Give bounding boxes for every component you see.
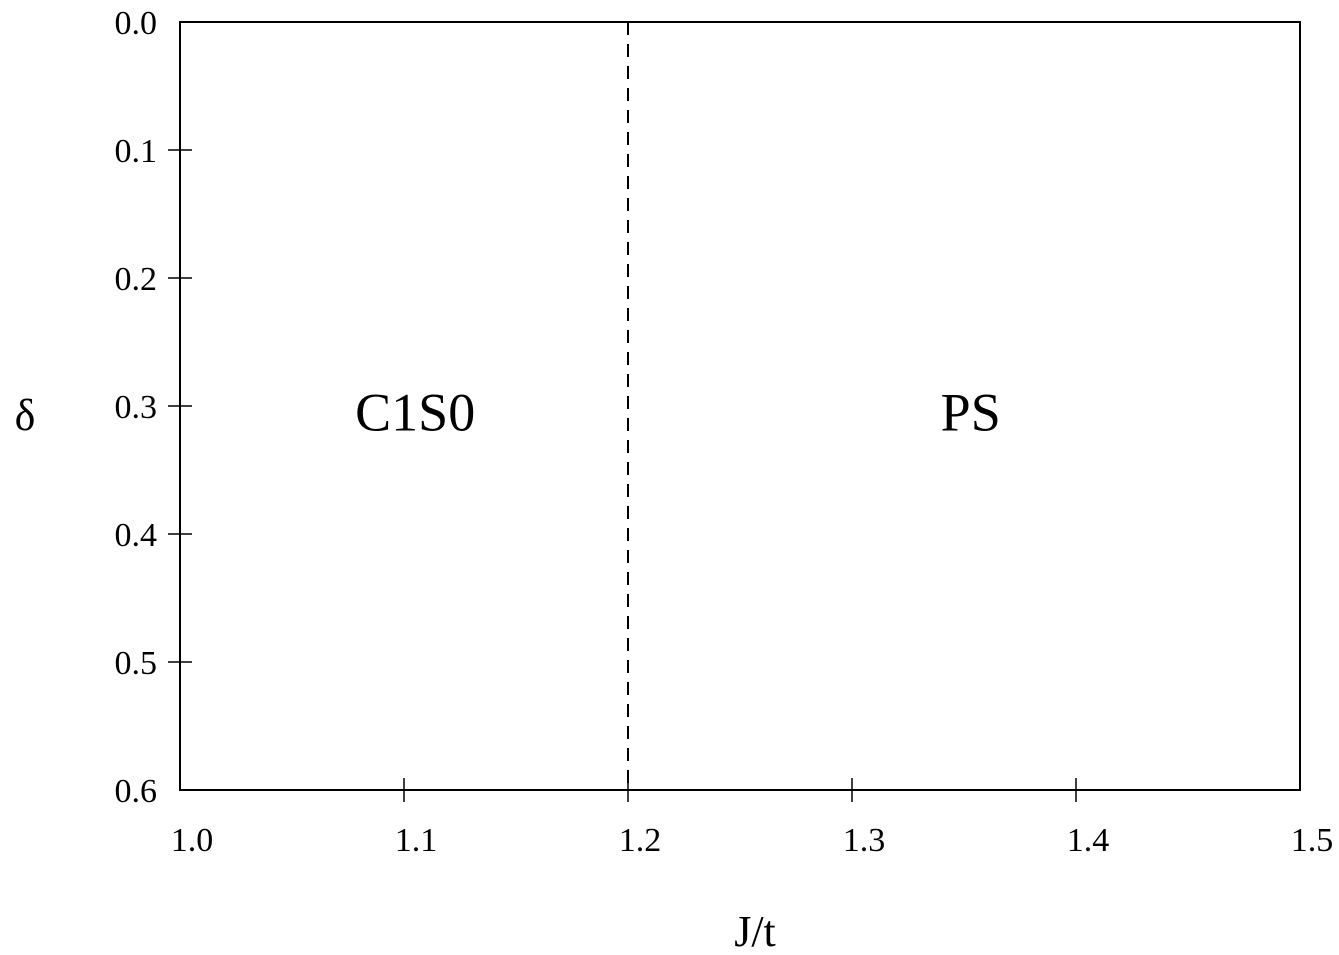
y-axis-ticks: 0.0 0.1 0.2 0.3 0.4 0.5 0.6 <box>115 5 192 810</box>
region-labels: C1S0 PS <box>355 382 1001 442</box>
y-tick-label: 0.5 <box>115 645 158 682</box>
y-axis-title: δ <box>15 391 36 440</box>
y-tick-label: 0.0 <box>115 5 158 42</box>
x-tick-label: 1.5 <box>1291 822 1334 859</box>
x-tick-label: 1.1 <box>395 822 438 859</box>
region-label: PS <box>941 382 1001 442</box>
x-tick-label: 1.3 <box>843 822 886 859</box>
x-axis-title: J/t <box>734 907 776 955</box>
region-label: C1S0 <box>355 382 475 442</box>
x-tick-label: 1.0 <box>171 822 214 859</box>
x-tick-label: 1.4 <box>1067 822 1110 859</box>
y-tick-label: 0.2 <box>115 261 158 298</box>
x-tick-label: 1.2 <box>619 822 662 859</box>
y-tick-label: 0.4 <box>115 517 158 554</box>
y-tick-label: 0.1 <box>115 133 158 170</box>
x-axis-ticks: 1.0 1.1 1.2 1.3 1.4 1.5 <box>171 778 1334 859</box>
plot-frame <box>179 21 1301 791</box>
y-tick-label: 0.3 <box>115 389 158 426</box>
y-tick-label: 0.6 <box>115 773 158 810</box>
